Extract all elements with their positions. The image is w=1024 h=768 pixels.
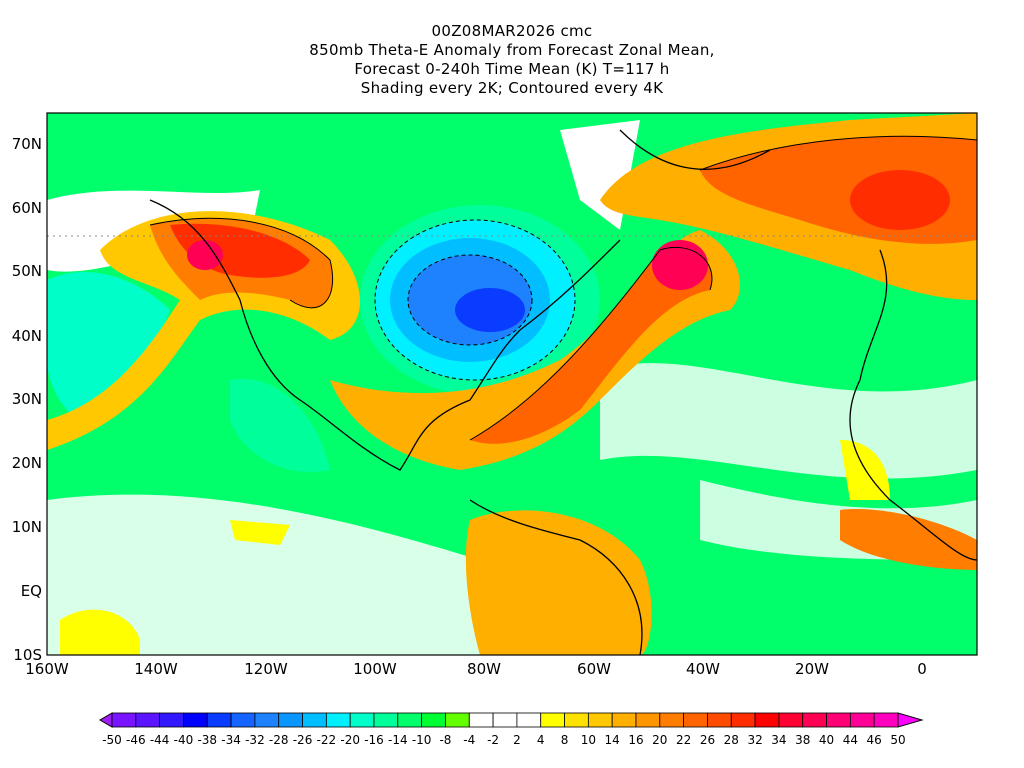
colorbar-label: -28 [268,733,289,747]
lat-label: 50N [11,262,42,280]
colorbar-swatch [564,712,589,728]
colorbar-label: -32 [245,733,265,747]
colorbar-label: -22 [316,733,337,747]
colorbar-label: 44 [842,733,858,747]
colorbar-swatch [325,712,351,728]
lat-label: 20N [11,454,42,472]
colorbar-min-arrow [99,712,113,728]
title-line-2: 850mb Theta-E Anomaly from Forecast Zona… [309,41,715,59]
colorbar-label: -4 [463,733,476,747]
colorbar-label: 40 [818,733,835,747]
colorbar-swatch [230,712,256,728]
colorbar-label: -20 [340,733,360,747]
colorbar-label: -16 [364,733,384,747]
lat-label: 60N [11,199,42,217]
colorbar-swatch [206,712,232,728]
colorbar-label: 50 [890,733,906,747]
colorbar-max-arrow [897,712,924,728]
colorbar-label: 4 [536,733,545,747]
lon-label: 40W [686,660,720,678]
colorbar-swatch [516,712,542,728]
colorbar-label: -14 [388,733,408,747]
colorbar-swatch [183,712,208,728]
colorbar-label: -8 [439,733,452,747]
colorbar-swatch [802,712,827,728]
colorbar-swatch [587,712,613,728]
colorbar-label: -46 [126,733,146,747]
colorbar-label: -2 [487,733,500,747]
colorbar-label: 16 [628,733,644,747]
colorbar-label: 28 [723,733,739,747]
lat-label: EQ [20,582,42,600]
colorbar [99,712,924,728]
lat-label: 40N [11,327,42,345]
title-line-1: 00Z08MAR2026 cmc [431,22,593,40]
colorbar-swatch [754,712,780,728]
colorbar-swatch [445,712,470,728]
colorbar-label: -40 [173,733,194,747]
colorbar-swatch [873,712,899,728]
lat-label: 10S [13,646,42,664]
colorbar-swatch [397,712,423,728]
title-line-4: Shading every 2K; Contoured every 4K [360,79,664,97]
colorbar-swatch [373,712,399,728]
colorbar-swatch [730,712,756,728]
lon-label: 120W [244,660,288,678]
colorbar-swatch [302,712,327,728]
colorbar-label: 2 [513,733,521,747]
colorbar-label: -50 [102,733,122,747]
colorbar-swatch [278,712,303,728]
colorbar-swatch [349,712,375,728]
title-line-3: Forecast 0-240h Time Mean (K) T=117 h [354,60,670,78]
colorbar-label: 34 [771,733,787,747]
colorbar-swatch [611,712,637,728]
colorbar-swatch [159,712,184,728]
colorbar-swatch [111,712,137,728]
colorbar-label: 14 [604,733,620,747]
lon-label: 140W [134,660,178,678]
colorbar-label: -34 [221,733,241,747]
colorbar-swatch [826,712,851,728]
colorbar-label: 32 [747,733,763,747]
colorbar-label: 10 [580,733,596,747]
colorbar-swatch [683,712,708,728]
lon-label: 20W [795,660,829,678]
colorbar-label: -44 [149,733,170,747]
colorbar-label: -26 [292,733,313,747]
colorbar-swatch [635,712,661,728]
colorbar-swatch [849,712,875,728]
lon-label: 100W [353,660,397,678]
contours-and-coastlines [47,129,977,655]
colorbar-swatch [707,712,732,728]
colorbar-label: -10 [411,733,432,747]
lat-label: 30N [11,390,42,408]
colorbar-label: 20 [652,733,668,747]
colorbar-swatch [540,712,565,728]
colorbar-label: -38 [197,733,218,747]
colorbar-label: 26 [699,733,716,747]
lon-label: 160W [25,660,69,678]
map-frame [46,112,978,656]
lon-label: 80W [467,660,501,678]
colorbar-swatch [492,712,518,728]
lon-label: 60W [577,660,611,678]
colorbar-swatch [659,712,685,728]
colorbar-swatch [421,712,446,728]
colorbar-label: 46 [866,733,882,747]
shaded-field [47,113,977,655]
lon-label: 0 [917,660,927,678]
colorbar-swatch [254,712,280,728]
colorbar-swatch [135,712,161,728]
colorbar-label: 22 [675,733,692,747]
colorbar-label: 38 [795,733,811,747]
colorbar-label: 8 [560,733,569,747]
lat-label: 70N [11,135,42,153]
colorbar-swatch [778,712,804,728]
colorbar-swatch [468,712,494,728]
lat-label: 10N [11,518,42,536]
